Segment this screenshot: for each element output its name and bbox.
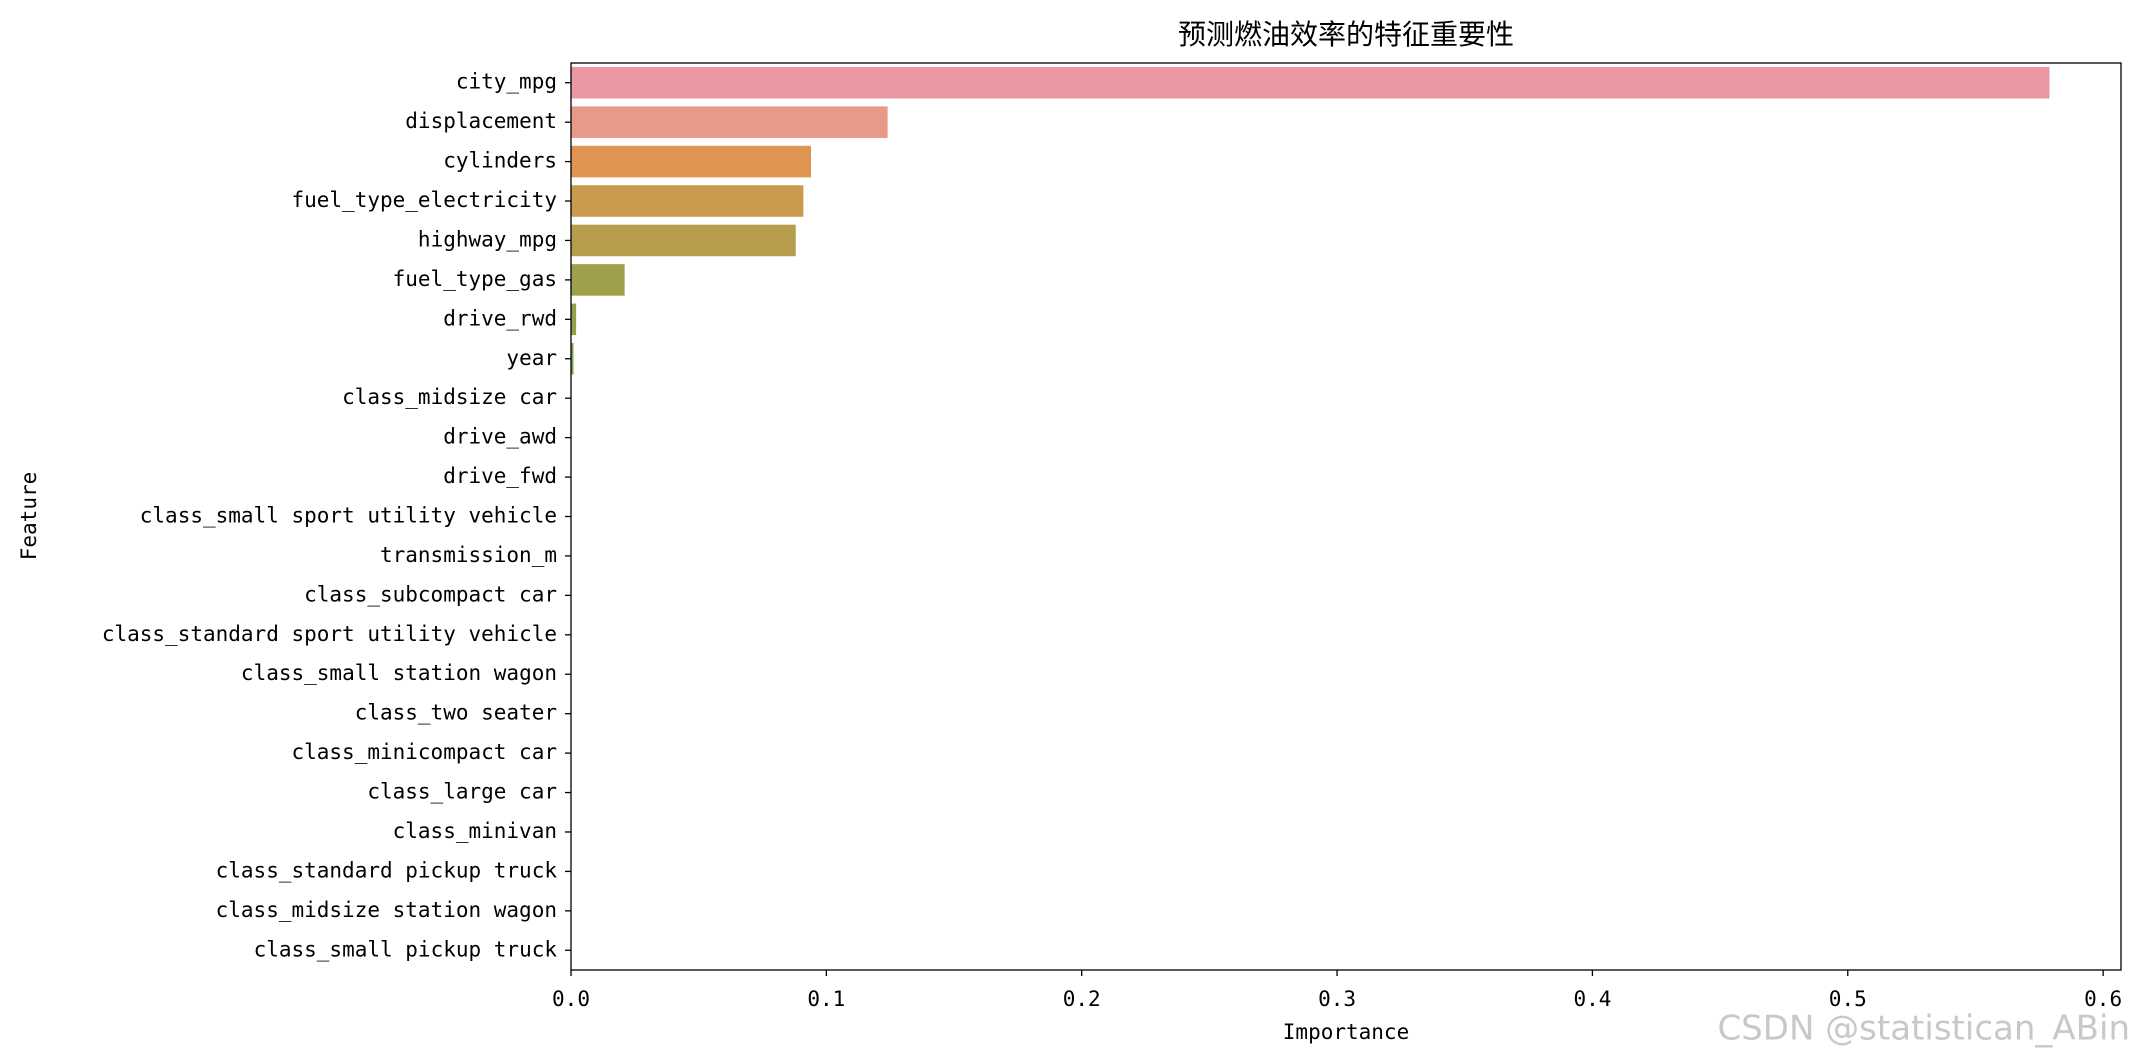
y-tick-label: fuel_type_gas xyxy=(393,267,557,291)
plot-frame xyxy=(570,62,2122,971)
y-tick-label: year xyxy=(506,346,557,370)
bar xyxy=(571,145,812,178)
x-axis-label: Importance xyxy=(1283,1020,1409,1044)
y-axis-label: Feature xyxy=(17,472,41,561)
y-tick-label: class_small sport utility vehicle xyxy=(140,504,557,528)
chart-title: 预测燃油效率的特征重要性 xyxy=(1178,18,1514,51)
x-tick-label: 0.4 xyxy=(1573,987,1611,1011)
y-tick-label: class_midsize station wagon xyxy=(216,898,557,922)
y-tick-label: class_large car xyxy=(367,780,557,804)
bar xyxy=(571,342,574,375)
y-tick-label: class_small station wagon xyxy=(241,661,557,685)
bar xyxy=(571,264,625,296)
watermark: CSDN @statistican_ABin xyxy=(1717,1009,2130,1049)
x-tick-label: 0.1 xyxy=(807,987,845,1011)
y-tick-label: class_small pickup truck xyxy=(254,937,558,961)
y-tick-label: transmission_m xyxy=(380,543,557,567)
y-tick-label: highway_mpg xyxy=(418,227,557,251)
bar xyxy=(571,224,796,257)
y-tick-label: class_minivan xyxy=(393,819,557,843)
bar xyxy=(571,303,577,336)
y-tick-label: drive_fwd xyxy=(443,464,557,488)
y-tick-label: fuel_type_electricity xyxy=(291,188,557,212)
bar xyxy=(571,106,888,138)
x-tick-label: 0.2 xyxy=(1063,987,1101,1011)
y-tick-label: class_subcompact car xyxy=(304,582,557,606)
y-tick-label: drive_rwd xyxy=(443,306,557,330)
y-tick-label: displacement xyxy=(405,109,557,133)
y-tick-label: city_mpg xyxy=(456,70,557,94)
bar xyxy=(571,66,2050,99)
y-tick-label: cylinders xyxy=(443,149,557,173)
x-tick-label: 0.3 xyxy=(1318,987,1356,1011)
y-tick-label: class_standard pickup truck xyxy=(216,858,558,882)
y-tick-label: class_two seater xyxy=(355,701,557,725)
y-tick-label: class_midsize car xyxy=(342,385,557,409)
x-tick-label: 0.5 xyxy=(1829,987,1867,1011)
x-tick-label: 0.0 xyxy=(552,987,590,1011)
x-tick-label: 0.6 xyxy=(2084,987,2122,1011)
y-tick-label: class_standard sport utility vehicle xyxy=(102,622,557,646)
y-tick-label: drive_awd xyxy=(443,425,557,449)
y-tick-label: class_minicompact car xyxy=(291,740,557,764)
bar xyxy=(571,185,804,217)
